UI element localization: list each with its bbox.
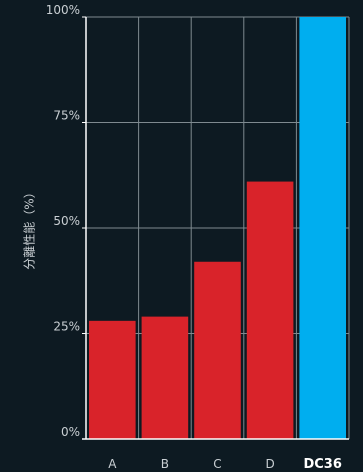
x-tick-label-a: A (108, 457, 117, 471)
x-tick-label-d: D (265, 457, 274, 471)
y-tick-label: 75% (53, 109, 80, 123)
x-tick-label-b: B (161, 457, 169, 471)
y-tick-label: 25% (53, 320, 80, 334)
bar-dc36 (299, 17, 346, 439)
y-axis-label: 分離性能（%） (23, 186, 37, 269)
x-tick-label-dc36: DC36 (303, 457, 341, 472)
bar-b (141, 316, 189, 439)
y-tick-label: 50% (53, 214, 80, 228)
bar-c (194, 261, 241, 439)
x-tick-labels: A B C D DC36 (108, 457, 342, 472)
y-tick-labels: 0% 25% 50% 75% 100% (46, 3, 86, 440)
bar-a (89, 320, 136, 439)
bar-d (246, 181, 294, 439)
x-tick-label-c: C (213, 457, 221, 471)
y-tick-label: 100% (46, 3, 80, 17)
bars (82, 17, 349, 440)
gridlines (86, 16, 350, 439)
y-tick-label: 0% (61, 425, 80, 439)
